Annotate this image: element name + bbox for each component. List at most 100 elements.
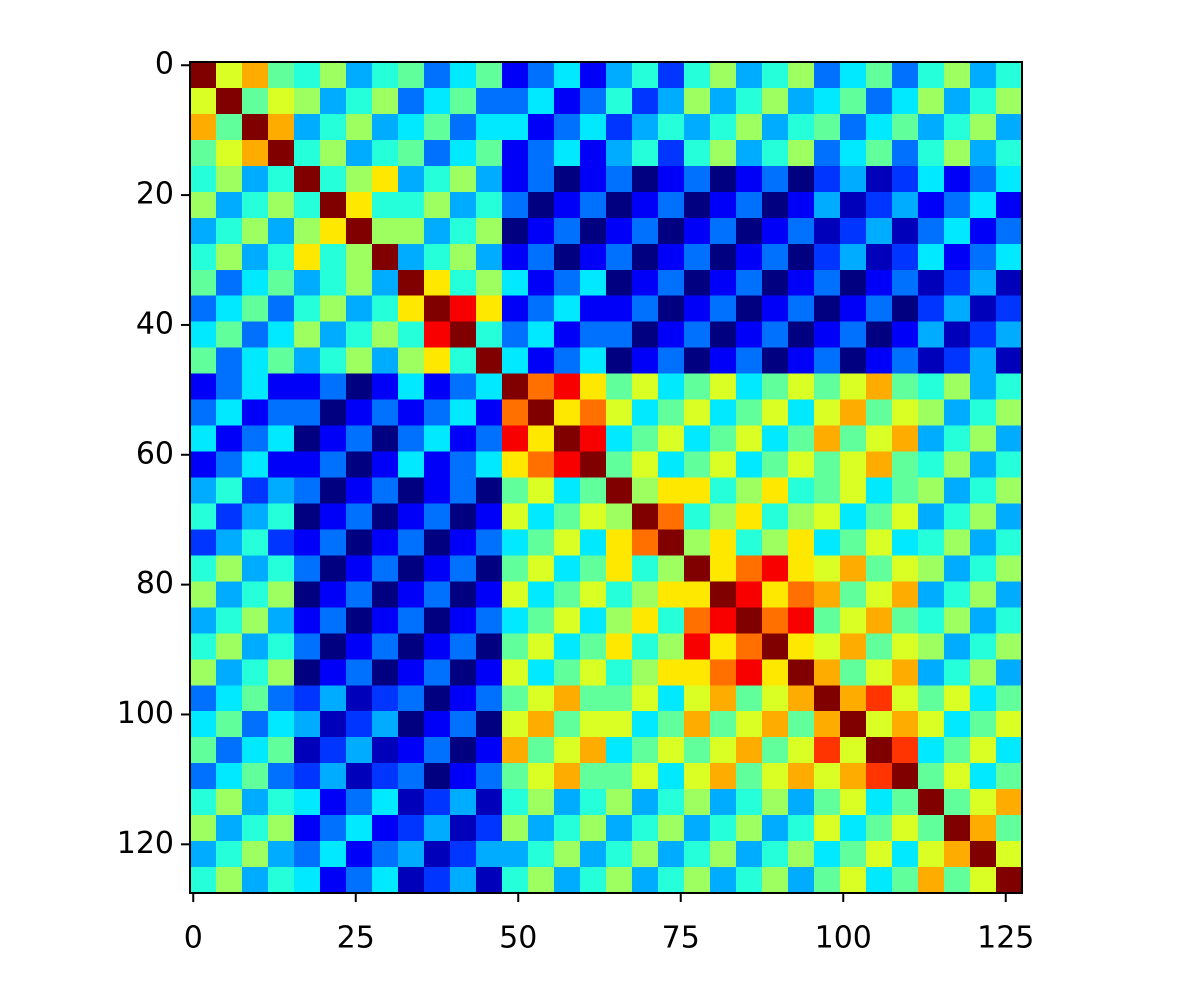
heatmap-cell — [814, 581, 841, 608]
heatmap-cell — [710, 711, 737, 738]
heatmap-cell — [294, 425, 321, 453]
heatmap-cell — [476, 659, 503, 686]
heatmap-cell — [736, 399, 763, 427]
heatmap-cell — [294, 62, 321, 89]
heatmap-cell — [476, 399, 503, 427]
heatmap-cell — [762, 841, 789, 868]
heatmap-cell — [658, 165, 685, 193]
heatmap-cell — [372, 685, 399, 712]
heatmap-cell — [268, 425, 295, 453]
heatmap-cell — [190, 165, 217, 193]
y-tick-label: 40 — [136, 306, 174, 341]
heatmap-cell — [710, 555, 737, 582]
heatmap-cell — [554, 373, 581, 401]
heatmap-cell — [658, 763, 685, 790]
heatmap-cell — [554, 347, 581, 375]
heatmap-cell — [866, 321, 893, 349]
heatmap-cell — [372, 87, 399, 115]
heatmap-cell — [450, 217, 477, 245]
heatmap-cell — [528, 737, 555, 764]
heatmap-cell — [346, 217, 373, 245]
heatmap-cell — [372, 789, 399, 816]
heatmap-cell — [580, 633, 607, 660]
heatmap-cell — [632, 503, 659, 530]
heatmap-cell — [398, 139, 425, 167]
heatmap-cell — [762, 243, 789, 271]
heatmap-cell — [684, 269, 711, 297]
heatmap-cell — [190, 87, 217, 115]
heatmap-cell — [554, 789, 581, 816]
heatmap-cell — [424, 659, 451, 686]
heatmap-cell — [736, 243, 763, 271]
heatmap-cell — [658, 243, 685, 271]
heatmap-cell — [398, 815, 425, 842]
heatmap-cell — [606, 555, 633, 582]
heatmap-cell — [710, 685, 737, 712]
heatmap-cell — [502, 659, 529, 686]
heatmap-cell — [788, 685, 815, 712]
heatmap-cell — [476, 347, 503, 375]
heatmap-cell — [450, 165, 477, 193]
heatmap-cell — [554, 425, 581, 453]
heatmap-cell — [502, 139, 529, 167]
heatmap-cell — [372, 191, 399, 219]
heatmap-cell — [944, 347, 971, 375]
heatmap-cell — [450, 87, 477, 115]
heatmap-cell — [762, 373, 789, 401]
heatmap-cell — [398, 555, 425, 582]
heatmap-cell — [606, 633, 633, 660]
heatmap-cell — [450, 425, 477, 453]
heatmap-cell — [840, 217, 867, 245]
heatmap-cell — [190, 815, 217, 842]
heatmap-cell — [918, 867, 945, 894]
heatmap-cell — [606, 789, 633, 816]
heatmap-cell — [658, 217, 685, 245]
heatmap-cell — [450, 269, 477, 297]
heatmap-cell — [502, 477, 529, 504]
heatmap-cell — [710, 789, 737, 816]
heatmap-cell — [970, 659, 997, 686]
heatmap-cell — [476, 295, 503, 323]
heatmap-cell — [632, 633, 659, 660]
heatmap-cell — [970, 321, 997, 349]
heatmap-cell — [580, 373, 607, 401]
heatmap-cell — [580, 191, 607, 219]
heatmap-cell — [814, 815, 841, 842]
heatmap-cell — [294, 451, 321, 478]
heatmap-cell — [346, 841, 373, 868]
heatmap-cell — [606, 685, 633, 712]
heatmap-cell — [944, 581, 971, 608]
heatmap-cell — [372, 477, 399, 504]
heatmap-cell — [346, 269, 373, 297]
heatmap-cell — [476, 841, 503, 868]
heatmap-cell — [554, 711, 581, 738]
heatmap-cell — [918, 503, 945, 530]
heatmap-cell — [268, 867, 295, 894]
heatmap-cell — [242, 529, 269, 556]
heatmap-cell — [528, 503, 555, 530]
heatmap-cell — [242, 217, 269, 245]
heatmap-cell — [918, 789, 945, 816]
heatmap-cell — [450, 477, 477, 504]
heatmap-cell — [684, 191, 711, 219]
heatmap-cell — [918, 425, 945, 453]
heatmap-cell — [632, 867, 659, 894]
heatmap-cell — [892, 555, 919, 582]
heatmap-cell — [242, 477, 269, 504]
heatmap-cell — [892, 789, 919, 816]
heatmap-cell — [606, 503, 633, 530]
heatmap-cell — [476, 321, 503, 349]
heatmap-cell — [814, 217, 841, 245]
heatmap-cell — [398, 269, 425, 297]
heatmap-cell — [580, 165, 607, 193]
heatmap-cell — [476, 763, 503, 790]
heatmap-cell — [398, 867, 425, 894]
heatmap-cell — [918, 113, 945, 141]
heatmap-cell — [866, 685, 893, 712]
heatmap-cell — [840, 347, 867, 375]
heatmap-cell — [580, 763, 607, 790]
heatmap-cell — [710, 477, 737, 504]
heatmap-cell — [294, 477, 321, 504]
heatmap-cell — [528, 191, 555, 219]
heatmap-cell — [424, 555, 451, 582]
